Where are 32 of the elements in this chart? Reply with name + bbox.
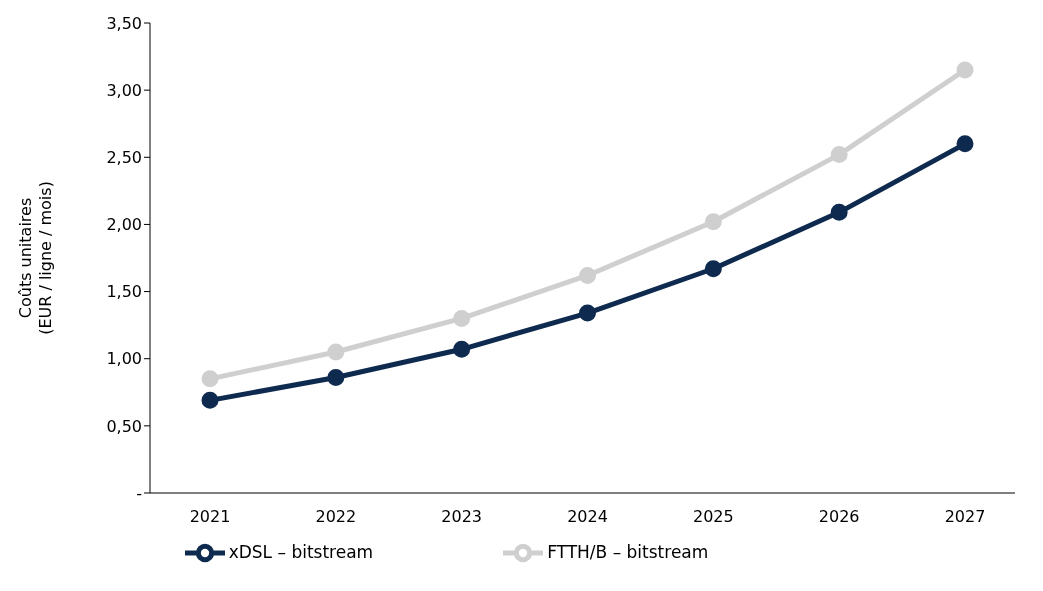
y-tick-label: 1,00 — [106, 349, 142, 369]
y-tick-label: 2,50 — [106, 147, 142, 167]
point — [956, 135, 974, 153]
legend-label: FTTH/B – bitstream — [547, 542, 709, 562]
point — [453, 309, 471, 327]
y-tick-label: 1,50 — [106, 282, 142, 302]
x-tick-label: 2026 — [818, 507, 860, 527]
y-tick-label: - — [136, 483, 142, 503]
point — [704, 260, 722, 278]
y-tick-label: 2,00 — [106, 215, 142, 235]
point — [201, 370, 219, 388]
point — [453, 340, 471, 358]
legend-label: xDSL – bitstream — [228, 542, 374, 562]
point — [327, 343, 345, 361]
point — [830, 146, 848, 164]
y-tick-label: 3,50 — [106, 13, 142, 33]
point — [830, 203, 848, 221]
point — [579, 266, 596, 284]
point — [327, 369, 345, 387]
x-tick-label: 2023 — [441, 507, 483, 527]
point — [201, 391, 219, 409]
x-tick-label: 2021 — [189, 507, 231, 527]
x-tick-label: 2027 — [944, 507, 986, 527]
point — [956, 61, 974, 79]
x-tick-label: 2022 — [315, 507, 357, 527]
y-tick-label: 3,00 — [106, 80, 142, 100]
y-tick-label: 0,50 — [106, 416, 142, 436]
point — [704, 213, 722, 231]
x-tick-label: 2024 — [567, 507, 608, 527]
y-axis-title: Coûts unitaires (EUR / ligne / mois) — [16, 181, 55, 335]
point — [579, 304, 596, 322]
x-tick-label: 2025 — [692, 507, 734, 527]
